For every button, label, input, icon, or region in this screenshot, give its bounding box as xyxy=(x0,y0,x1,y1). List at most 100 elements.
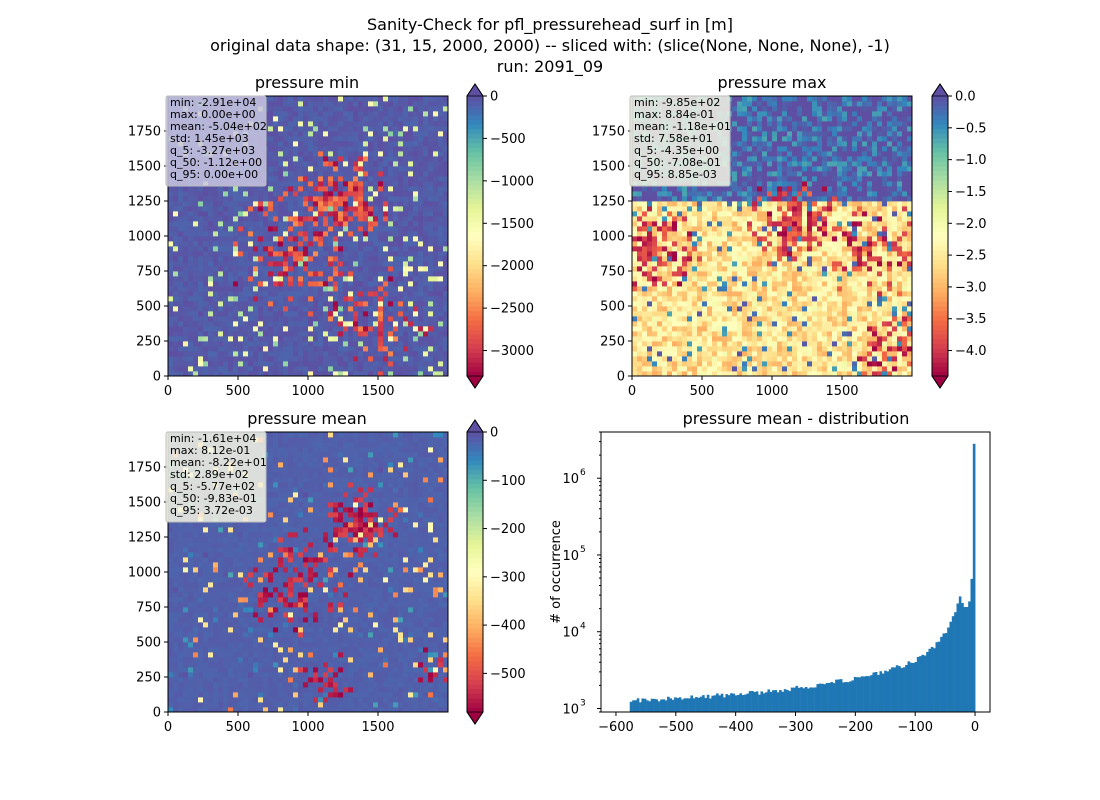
heatmap-cell xyxy=(413,216,419,222)
heatmap-cell xyxy=(253,251,259,257)
heatmap-cell xyxy=(717,291,723,297)
heatmap-cell xyxy=(328,356,334,362)
heatmap-cell xyxy=(667,221,673,227)
heatmap-cell xyxy=(777,146,783,152)
heatmap-cell xyxy=(772,346,778,352)
heatmap-cell xyxy=(318,226,324,232)
heatmap-cell xyxy=(747,231,753,237)
heatmap-cell xyxy=(637,346,643,352)
heatmap-cell xyxy=(168,201,174,207)
heatmap-cell xyxy=(203,271,209,277)
heatmap-cell xyxy=(752,141,758,147)
heatmap-cell xyxy=(677,336,683,342)
heatmap-cell xyxy=(752,131,758,137)
heatmap-cell xyxy=(438,171,444,177)
heatmap-cell xyxy=(742,171,748,177)
heatmap-cell xyxy=(637,371,643,377)
heatmap-cell xyxy=(383,191,389,197)
heatmap-cell xyxy=(443,226,449,232)
heatmap-cell xyxy=(323,246,329,252)
heatmap-cell xyxy=(188,316,194,322)
heatmap-cell xyxy=(747,256,753,262)
colorbar-segment xyxy=(467,100,483,106)
heatmap-cell xyxy=(183,281,189,287)
heatmap-cell xyxy=(363,246,369,252)
heatmap-cell xyxy=(672,281,678,287)
heatmap-cell xyxy=(363,251,369,257)
heatmap-cell xyxy=(283,216,289,222)
heatmap-cell xyxy=(782,136,788,142)
heatmap-cell xyxy=(413,311,419,317)
heatmap-cell xyxy=(348,266,354,272)
heatmap-cell xyxy=(727,301,733,307)
heatmap-cell xyxy=(672,326,678,332)
heatmap-cell xyxy=(747,201,753,207)
heatmap-cell xyxy=(682,336,688,342)
heatmap-cell xyxy=(313,171,319,177)
heatmap-cell xyxy=(308,341,314,347)
heatmap-cell xyxy=(378,126,384,132)
heatmap-cell xyxy=(308,236,314,242)
heatmap-cell xyxy=(652,301,658,307)
heatmap-cell xyxy=(303,166,309,172)
heatmap-cell xyxy=(682,256,688,262)
heatmap-cell xyxy=(218,286,224,292)
heatmap-cell xyxy=(298,311,304,317)
heatmap-cell xyxy=(408,281,414,287)
heatmap-cell xyxy=(383,276,389,282)
heatmap-cell xyxy=(188,356,194,362)
heatmap-cell xyxy=(657,246,663,252)
heatmap-cell xyxy=(687,236,693,242)
heatmap-cell xyxy=(268,196,274,202)
heatmap-cell xyxy=(418,201,424,207)
heatmap-cell xyxy=(198,226,204,232)
heatmap-cell xyxy=(403,241,409,247)
heatmap-cell xyxy=(368,351,374,357)
heatmap-cell xyxy=(767,206,773,212)
heatmap-cell xyxy=(732,326,738,332)
heatmap-cell xyxy=(677,266,683,272)
heatmap-cell xyxy=(358,311,364,317)
heatmap-cell xyxy=(253,296,259,302)
heatmap-cell xyxy=(293,291,299,297)
heatmap-cell xyxy=(443,246,449,252)
heatmap-cell xyxy=(208,266,214,272)
heatmap-cell xyxy=(732,331,738,337)
heatmap-cell xyxy=(662,326,668,332)
heatmap-cell xyxy=(423,166,429,172)
heatmap-cell xyxy=(318,371,324,377)
heatmap-cell xyxy=(637,326,643,332)
heatmap-cell xyxy=(193,216,199,222)
heatmap-cell xyxy=(433,116,439,122)
heatmap-cell xyxy=(358,236,364,242)
heatmap-cell xyxy=(757,171,763,177)
heatmap-cell xyxy=(183,266,189,272)
heatmap-cell xyxy=(632,231,638,237)
heatmap-cell xyxy=(393,301,399,307)
heatmap-cell xyxy=(273,186,279,192)
heatmap-cell xyxy=(328,271,334,277)
heatmap-cell xyxy=(313,351,319,357)
heatmap-cell xyxy=(677,291,683,297)
heatmap-cell xyxy=(258,331,264,337)
heatmap-cell xyxy=(388,111,394,117)
heatmap-cell xyxy=(183,301,189,307)
heatmap-cell xyxy=(333,176,339,182)
heatmap-cell xyxy=(428,276,434,282)
panel-title-pressure-mean: pressure mean xyxy=(247,409,367,428)
heatmap-cell xyxy=(443,311,449,317)
heatmap-cell xyxy=(233,306,239,312)
heatmap-cell xyxy=(423,231,429,237)
heatmap-cell xyxy=(423,106,429,112)
heatmap-cell xyxy=(348,256,354,262)
heatmap-cell xyxy=(228,286,234,292)
heatmap-cell xyxy=(238,321,244,327)
colorbar-segment xyxy=(467,114,483,120)
heatmap-cell xyxy=(388,306,394,312)
heatmap-cell xyxy=(328,366,334,372)
heatmap-cell xyxy=(647,226,653,232)
heatmap-cell xyxy=(178,366,184,372)
heatmap-cell xyxy=(303,151,309,157)
heatmap-cell xyxy=(398,351,404,357)
heatmap-cell xyxy=(183,291,189,297)
